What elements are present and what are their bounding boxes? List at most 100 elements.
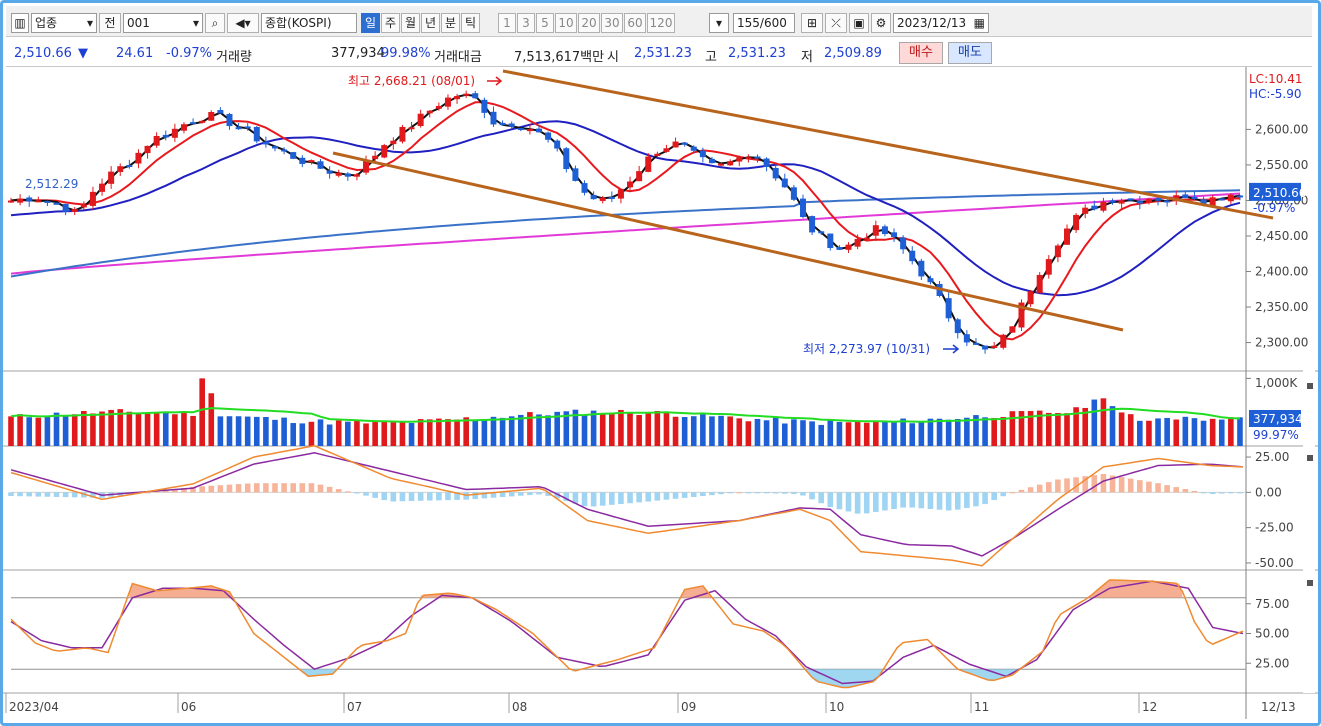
date-input[interactable]: 2023/12/13 ▦: [893, 13, 989, 33]
tab-period-5[interactable]: 틱: [461, 13, 480, 33]
candle-body: [499, 122, 506, 126]
candle-body: [290, 152, 297, 159]
interval-button-20[interactable]: 20: [578, 13, 600, 33]
volume-bar: [1036, 410, 1043, 446]
draw-tool-icon[interactable]: ⤫: [825, 13, 847, 33]
volume-bar: [499, 417, 506, 446]
indicator-icon[interactable]: ⊞: [801, 13, 823, 33]
volume-bar: [572, 409, 579, 446]
macd-histogram-bar: [718, 492, 724, 495]
interval-button-120[interactable]: 120: [647, 13, 675, 33]
candle-body: [654, 153, 661, 157]
candle-body: [1209, 197, 1216, 206]
volume-bar: [536, 414, 542, 446]
macd-histogram-bar: [481, 492, 488, 499]
save-icon[interactable]: ▣: [849, 13, 869, 33]
interval-button-30[interactable]: 30: [601, 13, 623, 33]
macd-histogram-bar: [208, 485, 215, 493]
stock-chart[interactable]: 최고 2,668.21 (08/01) 최저 2,273.97 (10/31) 2,…: [3, 3, 1318, 723]
market-select[interactable]: 업종 ▾: [31, 13, 97, 33]
panel-settings-icon-0: [1307, 383, 1313, 389]
macd-histogram-bar: [326, 486, 333, 493]
stochastic-d-line: [10, 580, 1244, 685]
code-value: 001: [127, 16, 150, 30]
candle-body: [44, 200, 51, 203]
volume-bar: [1091, 399, 1098, 446]
macd-histogram-bar: [754, 492, 761, 494]
candle-body: [208, 112, 215, 121]
prev-button[interactable]: 전: [99, 13, 121, 33]
count-value: 155: [737, 16, 760, 30]
layout-icon[interactable]: ▥: [11, 13, 29, 33]
speaker-icon[interactable]: ◀▾: [227, 13, 259, 33]
volume-bar: [599, 413, 606, 446]
code-input[interactable]: 001 ▾: [123, 13, 203, 33]
volume-bar: [363, 423, 369, 446]
candle-body: [745, 157, 752, 160]
sell-button[interactable]: 매도: [948, 42, 992, 64]
tab-period-0[interactable]: 일: [361, 13, 380, 33]
candle-body: [417, 113, 424, 127]
candle-body: [1155, 198, 1162, 201]
candle-body: [636, 171, 643, 182]
min-price-label: 최저 2,273.97 (10/31): [803, 342, 930, 356]
macd-histogram-bar: [490, 492, 497, 498]
volume-bar: [372, 421, 378, 446]
candle-body: [408, 127, 415, 130]
ma5-line: [10, 93, 1241, 349]
volume-bar: [563, 411, 570, 446]
candle-body: [490, 111, 497, 125]
tab-period-2[interactable]: 월: [401, 13, 420, 33]
macd-histogram-bar: [709, 492, 715, 496]
candle-body: [26, 197, 33, 202]
change-percent: -0.97%: [166, 46, 212, 61]
candle-body: [117, 166, 124, 172]
candle-body: [590, 194, 597, 200]
volume-bar: [299, 423, 306, 446]
volume-bar: [690, 416, 697, 446]
candle-body: [563, 148, 570, 170]
interval-button-3[interactable]: 3: [517, 13, 535, 33]
interval-button-1[interactable]: 1: [498, 13, 516, 33]
volume-bar: [126, 411, 133, 446]
interval-button-10[interactable]: 10: [555, 13, 577, 33]
macd-histogram-bar: [873, 492, 879, 512]
tab-period-3[interactable]: 년: [421, 13, 440, 33]
volume-bar: [891, 421, 897, 446]
volume-label: 거래량: [216, 50, 252, 65]
interval-button-5[interactable]: 5: [536, 13, 554, 33]
volume-bar: [736, 418, 743, 446]
last-volume-label: 377,934: [1253, 412, 1303, 426]
volume-bar: [1073, 407, 1079, 446]
macd-histogram-bar: [281, 483, 287, 493]
macd-histogram-bar: [354, 492, 360, 494]
tab-period-1[interactable]: 주: [381, 13, 400, 33]
candle-body: [554, 140, 561, 149]
volume-bar: [882, 421, 888, 446]
buy-button[interactable]: 매수: [899, 42, 943, 64]
macd-histogram-bar: [727, 492, 733, 494]
date-value: 2023/12/13: [897, 16, 967, 30]
candle-body: [991, 345, 998, 348]
macd-histogram-bar: [172, 489, 178, 493]
macd-histogram-bar: [1146, 481, 1152, 493]
candle-body: [226, 113, 233, 127]
macd-histogram-bar: [1218, 492, 1225, 494]
macd-histogram-bar: [1209, 492, 1216, 495]
candle-body: [572, 168, 579, 181]
macd-histogram-bar: [390, 492, 397, 502]
interval-dropdown[interactable]: ▾: [709, 13, 729, 33]
candle-body: [1064, 228, 1070, 245]
candle-body: [80, 204, 87, 208]
tab-period-4[interactable]: 분: [441, 13, 460, 33]
candle-body: [1191, 196, 1198, 200]
macd-histogram-bar: [645, 492, 652, 502]
volume-bar: [781, 423, 788, 446]
candle-body: [963, 334, 970, 343]
count-input[interactable]: 155/600: [733, 13, 795, 33]
search-icon[interactable]: ⌕: [205, 13, 225, 33]
volume-bar: [763, 420, 770, 446]
volume-bar: [772, 417, 779, 446]
gear-icon[interactable]: ⚙: [871, 13, 891, 33]
interval-button-60[interactable]: 60: [624, 13, 646, 33]
